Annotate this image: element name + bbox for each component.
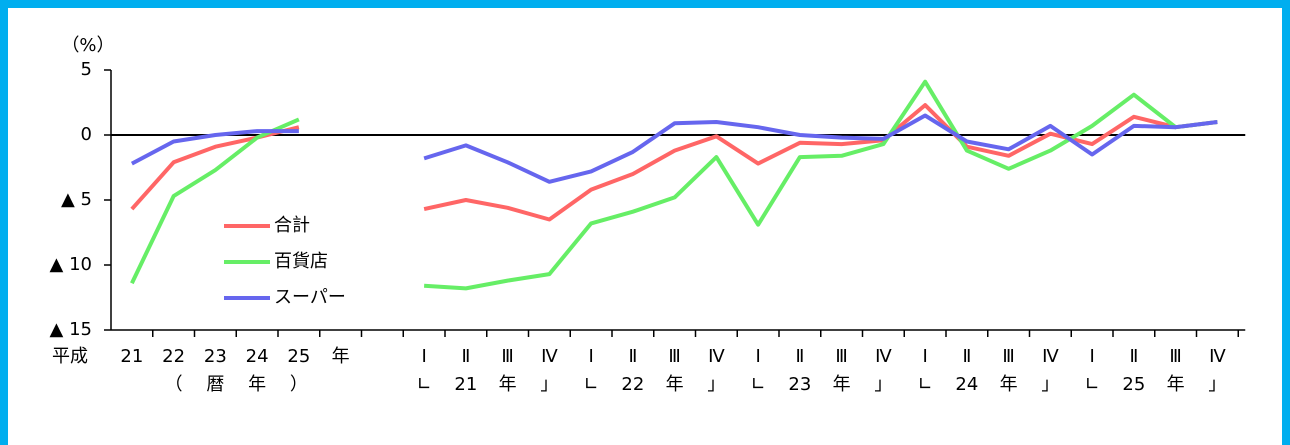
y-axis-label: （%） bbox=[61, 35, 114, 56]
y-tick-label: ▲ 10 bbox=[50, 254, 92, 275]
y-tick-label: ▲ 5 bbox=[61, 189, 92, 210]
x-sublabel: ∟ bbox=[584, 374, 599, 395]
x-axis-label: 平成 bbox=[52, 346, 88, 367]
series-line bbox=[130, 129, 299, 166]
x-tick-label: 年 bbox=[332, 346, 350, 367]
x-sublabel: ∟ bbox=[417, 374, 432, 395]
x-tick-label: Ⅲ bbox=[1169, 346, 1181, 367]
series-line bbox=[423, 103, 1218, 222]
x-sublabel: 22 bbox=[621, 374, 644, 395]
x-sublabel: ∟ bbox=[1085, 374, 1100, 395]
x-tick-label: Ⅲ bbox=[668, 346, 680, 367]
x-tick-label: Ⅳ bbox=[875, 346, 892, 367]
y-tick-label: 0 bbox=[81, 124, 92, 145]
x-sublabel: 」 bbox=[707, 374, 725, 395]
x-tick-label: Ⅲ bbox=[501, 346, 513, 367]
x-tick-label: Ⅰ bbox=[421, 346, 426, 367]
x-tick-label: 23 bbox=[204, 346, 227, 367]
x-sublabel: 年 bbox=[1167, 374, 1185, 395]
x-sublabel: 年 bbox=[248, 374, 266, 395]
x-sublabel: 」 bbox=[1041, 374, 1059, 395]
x-tick-label: Ⅲ bbox=[835, 346, 847, 367]
x-sublabel: 24 bbox=[955, 374, 978, 395]
x-tick-label: Ⅱ bbox=[1129, 346, 1138, 367]
x-sublabel: （ bbox=[165, 374, 183, 395]
x-tick-label: Ⅱ bbox=[795, 346, 804, 367]
legend-label: 百貨店 bbox=[274, 251, 328, 272]
x-tick-label: Ⅳ bbox=[1042, 346, 1059, 367]
y-tick-label: 5 bbox=[81, 59, 92, 80]
series-line bbox=[130, 125, 300, 211]
x-sublabel: 」 bbox=[540, 374, 558, 395]
x-sublabel: 暦 bbox=[206, 374, 224, 395]
x-tick-label: 25 bbox=[287, 346, 310, 367]
x-sublabel: 年 bbox=[499, 374, 517, 395]
x-sublabel: 年 bbox=[833, 374, 851, 395]
x-tick-label: Ⅳ bbox=[541, 346, 558, 367]
x-sublabel: 年 bbox=[1000, 374, 1018, 395]
x-sublabel: ） bbox=[290, 374, 308, 395]
x-tick-label: Ⅲ bbox=[1002, 346, 1014, 367]
y-tick-label: ▲ 15 bbox=[50, 319, 92, 340]
series-line bbox=[423, 113, 1218, 184]
x-tick-label: Ⅱ bbox=[962, 346, 971, 367]
x-tick-label: 22 bbox=[162, 346, 185, 367]
x-tick-label: Ⅱ bbox=[628, 346, 637, 367]
legend-label: 合計 bbox=[274, 215, 310, 236]
x-sublabel: 25 bbox=[1122, 374, 1145, 395]
series-line bbox=[424, 79, 1218, 291]
x-sublabel: 年 bbox=[666, 374, 684, 395]
x-tick-label: Ⅰ bbox=[922, 346, 927, 367]
x-tick-label: Ⅱ bbox=[461, 346, 470, 367]
x-tick-label: Ⅰ bbox=[1089, 346, 1094, 367]
x-sublabel: 」 bbox=[874, 374, 892, 395]
x-sublabel: ∟ bbox=[918, 374, 933, 395]
x-tick-label: 24 bbox=[246, 346, 269, 367]
legend-label: スーパー bbox=[274, 287, 346, 308]
x-sublabel: 23 bbox=[788, 374, 811, 395]
x-tick-label: 21 bbox=[120, 346, 143, 367]
x-tick-label: Ⅰ bbox=[755, 346, 760, 367]
x-sublabel: ∟ bbox=[751, 374, 766, 395]
x-tick-label: Ⅰ bbox=[588, 346, 593, 367]
x-tick-label: Ⅳ bbox=[708, 346, 725, 367]
x-sublabel: 」 bbox=[1208, 374, 1226, 395]
x-sublabel: 21 bbox=[454, 374, 477, 395]
x-tick-label: Ⅳ bbox=[1209, 346, 1226, 367]
